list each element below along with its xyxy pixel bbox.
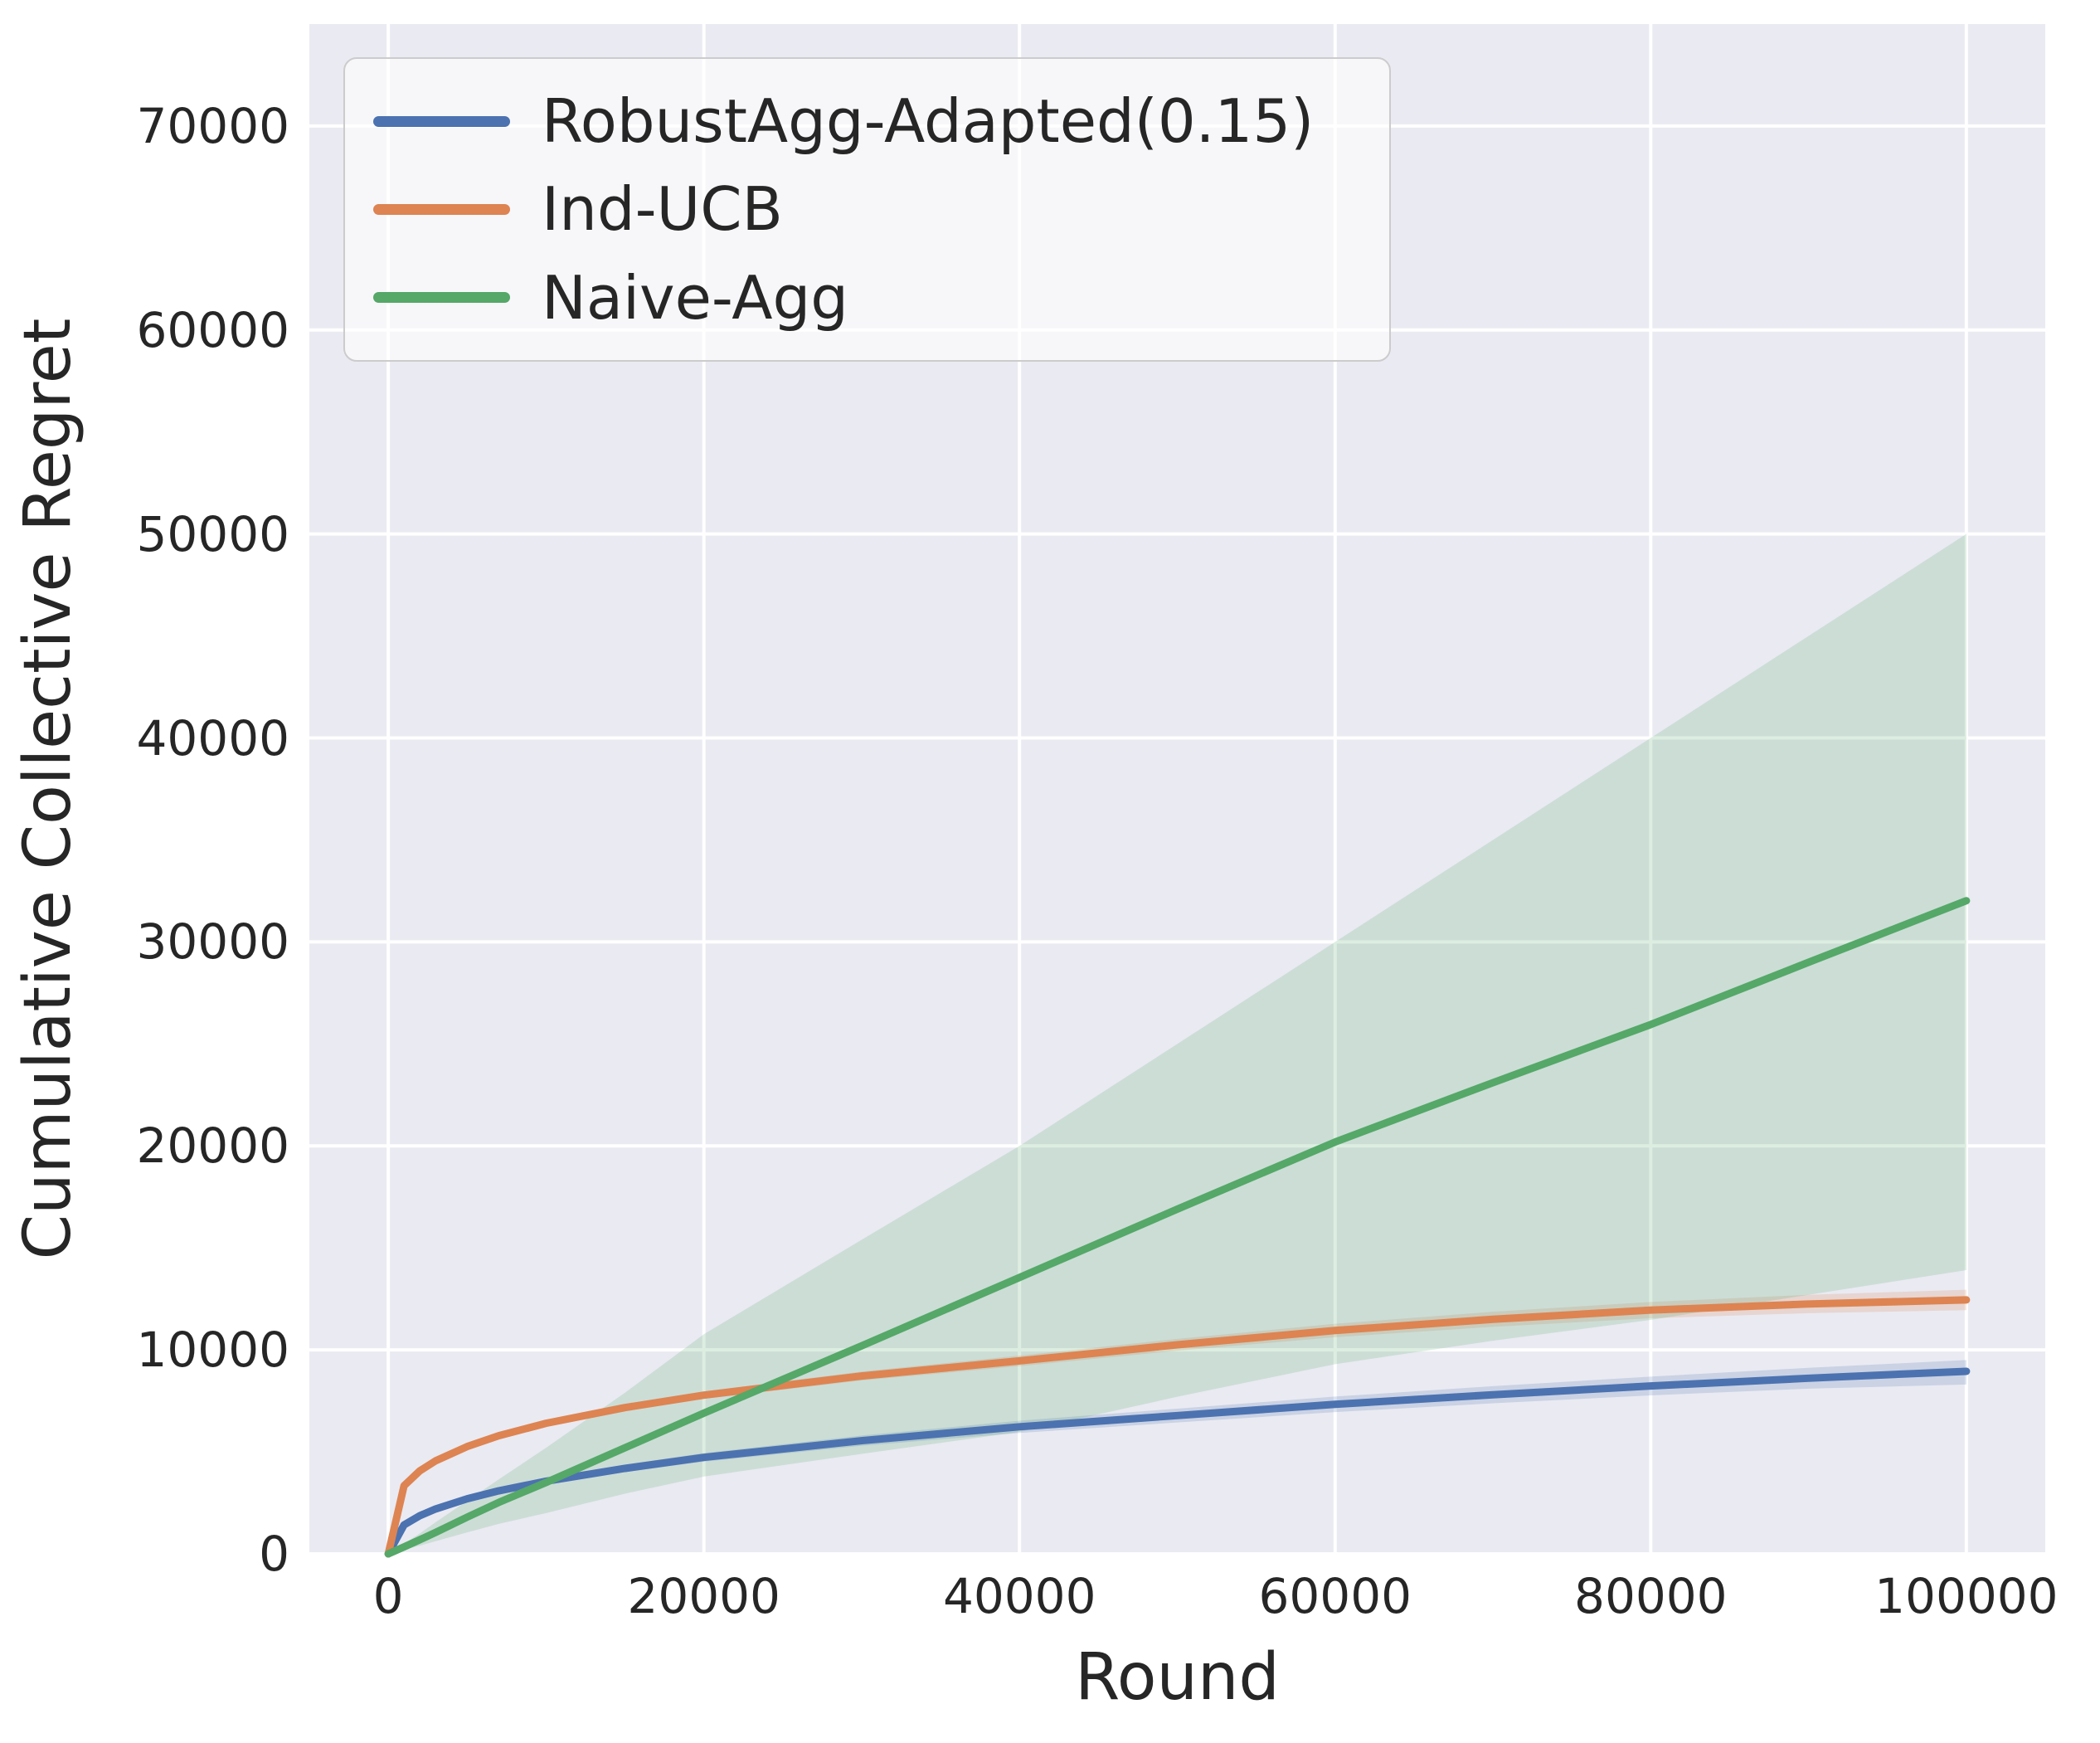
series-line-0 bbox=[384, 1367, 1971, 1558]
legend-item-robustagg: RobustAgg-Adapted(0.15) bbox=[373, 77, 1361, 165]
y-tick-label: 50000 bbox=[136, 505, 289, 562]
legend-swatch-ind-ucb bbox=[373, 203, 510, 215]
x-tick-label: 100000 bbox=[1874, 1568, 2059, 1624]
series-line-1 bbox=[384, 1296, 1971, 1558]
y-tick-label: 40000 bbox=[136, 709, 289, 767]
legend-label-robustagg: RobustAgg-Adapted(0.15) bbox=[542, 86, 1315, 157]
legend-item-ind-ucb: Ind-UCB bbox=[373, 165, 1361, 253]
y-tick-label: 20000 bbox=[136, 1117, 289, 1175]
y-tick-label: 60000 bbox=[136, 301, 289, 358]
y-tick-label: 30000 bbox=[136, 913, 289, 971]
y-tick-label: 0 bbox=[259, 1526, 289, 1582]
x-tick-label: 80000 bbox=[1574, 1568, 1728, 1624]
legend-item-naive-agg: Naive-Agg bbox=[373, 254, 1361, 342]
confidence-band-2 bbox=[388, 533, 1966, 1554]
legend-label-ind-ucb: Ind-UCB bbox=[542, 174, 783, 245]
y-tick-label: 70000 bbox=[136, 97, 289, 154]
legend-label-naive-agg: Naive-Agg bbox=[542, 262, 848, 333]
series-line-2 bbox=[384, 897, 1971, 1558]
x-tick-label: 20000 bbox=[627, 1568, 780, 1624]
legend-swatch-robustagg bbox=[373, 115, 510, 127]
y-tick-label: 10000 bbox=[136, 1322, 289, 1379]
legend: RobustAgg-Adapted(0.15) Ind-UCB Naive-Ag… bbox=[343, 57, 1391, 362]
legend-swatch-naive-agg bbox=[373, 292, 510, 304]
x-tick-label: 40000 bbox=[942, 1568, 1096, 1624]
x-tick-label: 0 bbox=[372, 1568, 404, 1624]
x-axis-label: Round bbox=[1075, 1640, 1280, 1715]
y-axis-label: Cumulative Collective Regret bbox=[11, 318, 85, 1260]
x-tick-label: 60000 bbox=[1258, 1568, 1412, 1624]
